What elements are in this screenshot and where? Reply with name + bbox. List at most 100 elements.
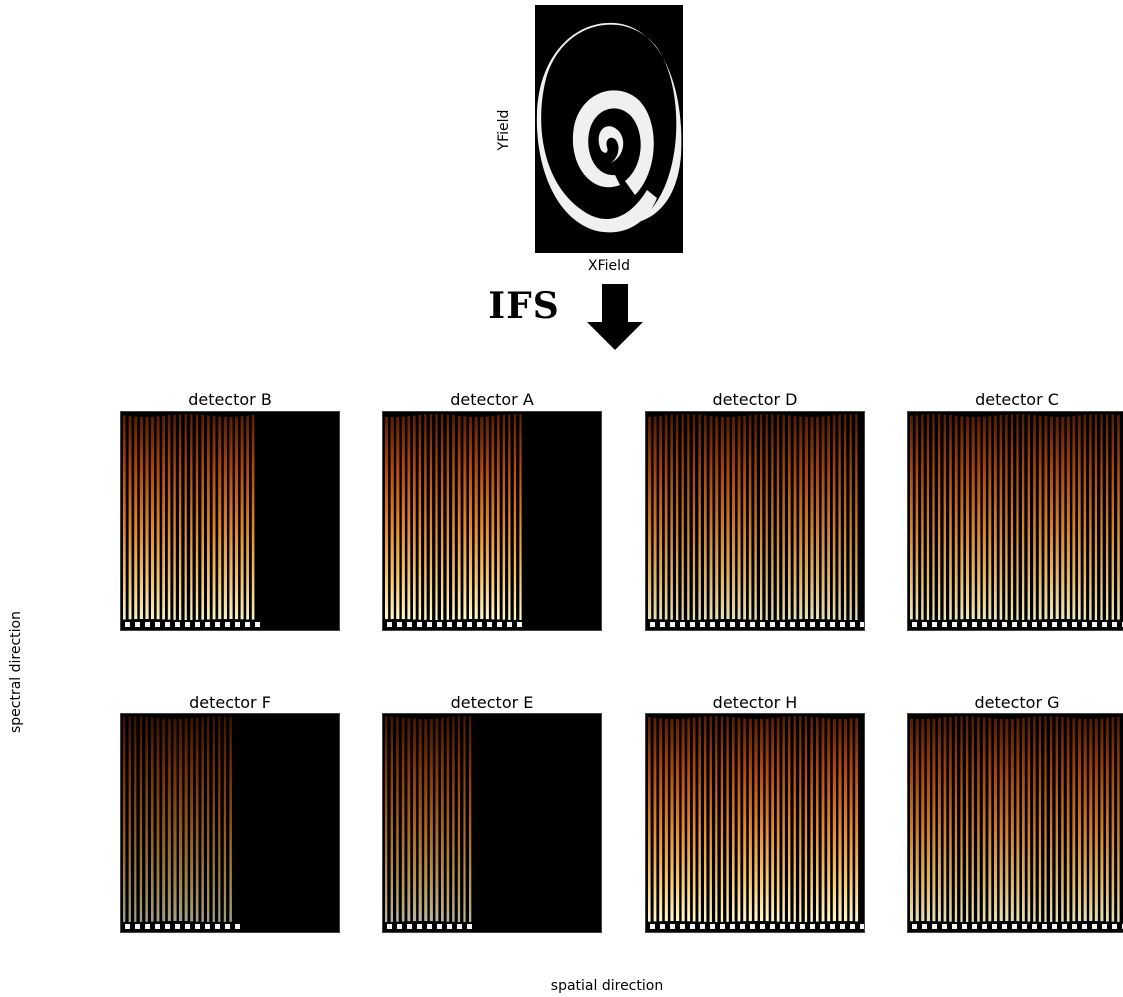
spectrum-trace	[994, 718, 998, 922]
spectrum-trace	[457, 415, 461, 620]
spectrum-trace	[687, 718, 691, 922]
comb-tick	[1062, 924, 1067, 929]
spectrum-trace	[977, 716, 980, 922]
spectrum-trace	[855, 414, 858, 620]
comb-tick	[932, 622, 937, 627]
spectrum-trace	[966, 716, 969, 922]
comb-tick	[387, 924, 392, 929]
comb-tick	[225, 622, 230, 627]
spectrum-trace	[134, 416, 138, 620]
spectrum-trace	[452, 716, 455, 922]
comb-tick	[135, 924, 140, 929]
spectrum-trace	[1061, 416, 1065, 619]
spectrum-trace	[218, 416, 222, 620]
detector-panel	[120, 713, 340, 933]
comb-tick	[830, 924, 835, 929]
spectrum-trace	[463, 716, 466, 922]
comb-tick	[650, 622, 655, 627]
spectrum-trace	[218, 716, 221, 922]
comb-tick	[457, 924, 462, 929]
spectrum-trace	[760, 414, 763, 620]
spectrum-trace	[390, 417, 394, 619]
spectrum-trace	[709, 716, 712, 922]
comb-tick	[397, 622, 402, 627]
spectrum-trace	[1072, 718, 1076, 922]
spectrum-trace	[821, 416, 825, 620]
detector-title: detector D	[712, 390, 798, 409]
comb-tick	[660, 622, 665, 627]
spectrum-trace	[424, 414, 427, 620]
spectrum-trace	[648, 717, 651, 922]
spectrum-trace	[156, 416, 160, 620]
comb-tick	[952, 924, 957, 929]
comb-tick	[1042, 622, 1047, 627]
spectrum-trace	[223, 716, 227, 922]
spectrum-trace	[960, 416, 964, 620]
spectrum-trace	[390, 716, 393, 922]
comb-tick	[992, 622, 997, 627]
spectrum-trace	[424, 719, 428, 921]
spectrum-trace	[1083, 414, 1087, 620]
spectrum-trace	[508, 414, 511, 620]
spectrum-trace	[1050, 416, 1054, 620]
comb-tick	[962, 622, 967, 627]
down-arrow-icon	[587, 284, 643, 350]
spectrum-trace	[1027, 717, 1031, 922]
detector-title: detector H	[712, 693, 798, 712]
comb-tick	[497, 622, 502, 627]
comb-tick	[700, 924, 705, 929]
comb-tick	[780, 924, 785, 929]
spectrum-trace	[704, 415, 707, 620]
comb-tick	[1012, 622, 1017, 627]
spectrum-trace	[926, 414, 930, 620]
spectrum-trace	[1027, 414, 1030, 620]
comb-tick	[1102, 622, 1107, 627]
comb-tick	[387, 622, 392, 627]
spectrum-trace	[407, 416, 411, 620]
spectrum-trace	[748, 718, 752, 922]
comb-tick	[1032, 622, 1037, 627]
spectrum-trace	[1033, 415, 1036, 620]
comb-tick	[690, 622, 695, 627]
comb-tick	[1052, 924, 1057, 929]
comb-tick	[850, 622, 855, 627]
comb-tick	[972, 622, 977, 627]
detector-panel	[120, 411, 340, 631]
spectrum-trace	[1044, 416, 1048, 620]
comb-tick	[175, 622, 180, 627]
comb-tick	[155, 622, 160, 627]
spectrum-trace	[396, 416, 400, 619]
spectrum-trace	[145, 417, 149, 619]
comb-tick	[730, 622, 735, 627]
comb-tick	[1012, 924, 1017, 929]
spectrum-trace	[195, 717, 199, 922]
comb-tick	[447, 924, 452, 929]
spectrum-trace	[1066, 416, 1070, 620]
spectrum-trace	[1005, 414, 1008, 620]
spectrum-trace	[765, 718, 769, 922]
comb-tick	[982, 924, 987, 929]
detector-panel	[645, 411, 865, 631]
spectrum-trace	[910, 415, 913, 620]
comb-tick	[225, 924, 230, 929]
comb-tick	[922, 622, 927, 627]
spectrum-trace	[949, 415, 952, 620]
spectrum-trace	[838, 719, 842, 921]
comb-tick	[205, 924, 210, 929]
spectrum-trace	[653, 717, 657, 922]
comb-tick	[710, 622, 715, 627]
spectrum-trace	[1005, 719, 1009, 921]
spectrum-trace	[1078, 415, 1081, 620]
spectrum-trace	[167, 718, 171, 921]
spectrum-trace	[754, 414, 757, 620]
comb-tick	[860, 622, 864, 627]
detector-title: detector F	[189, 693, 271, 712]
comb-tick	[912, 924, 917, 929]
spectrum-trace	[469, 716, 472, 922]
spectrum-trace	[999, 718, 1003, 921]
spectrum-trace	[201, 415, 204, 620]
spectrum-trace	[179, 414, 182, 620]
spiral-core	[598, 126, 624, 163]
spectrum-trace	[849, 414, 852, 620]
spectrum-trace	[446, 717, 450, 922]
